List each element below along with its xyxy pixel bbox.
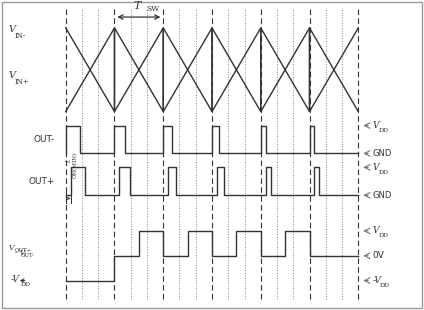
Text: 0V: 0V bbox=[372, 251, 384, 260]
Text: -V: -V bbox=[372, 276, 381, 285]
Text: DD: DD bbox=[379, 128, 389, 133]
Text: DD: DD bbox=[379, 170, 389, 175]
Text: V: V bbox=[8, 71, 16, 81]
Text: t: t bbox=[64, 159, 72, 162]
Text: V: V bbox=[372, 226, 379, 236]
Text: OUT-: OUT- bbox=[34, 135, 55, 144]
Text: DD: DD bbox=[379, 283, 390, 288]
Text: V: V bbox=[372, 121, 379, 130]
Text: OUT+: OUT+ bbox=[15, 248, 32, 253]
Text: OUT-: OUT- bbox=[21, 253, 35, 258]
Text: SW: SW bbox=[147, 5, 159, 13]
Text: DD: DD bbox=[20, 282, 31, 287]
FancyBboxPatch shape bbox=[2, 2, 422, 308]
Text: T: T bbox=[133, 2, 140, 11]
Text: -V: -V bbox=[11, 275, 20, 284]
Text: - V: - V bbox=[15, 249, 25, 257]
Text: ON(MIN): ON(MIN) bbox=[73, 152, 78, 178]
Text: V: V bbox=[8, 244, 14, 252]
Text: GND: GND bbox=[372, 191, 392, 200]
Text: V: V bbox=[8, 25, 16, 34]
Text: IN-: IN- bbox=[15, 32, 26, 40]
Text: V: V bbox=[372, 163, 379, 172]
Text: IN+: IN+ bbox=[15, 78, 29, 86]
Text: DD: DD bbox=[379, 233, 389, 238]
Text: OUT+: OUT+ bbox=[29, 177, 55, 186]
Text: GND: GND bbox=[372, 149, 392, 158]
